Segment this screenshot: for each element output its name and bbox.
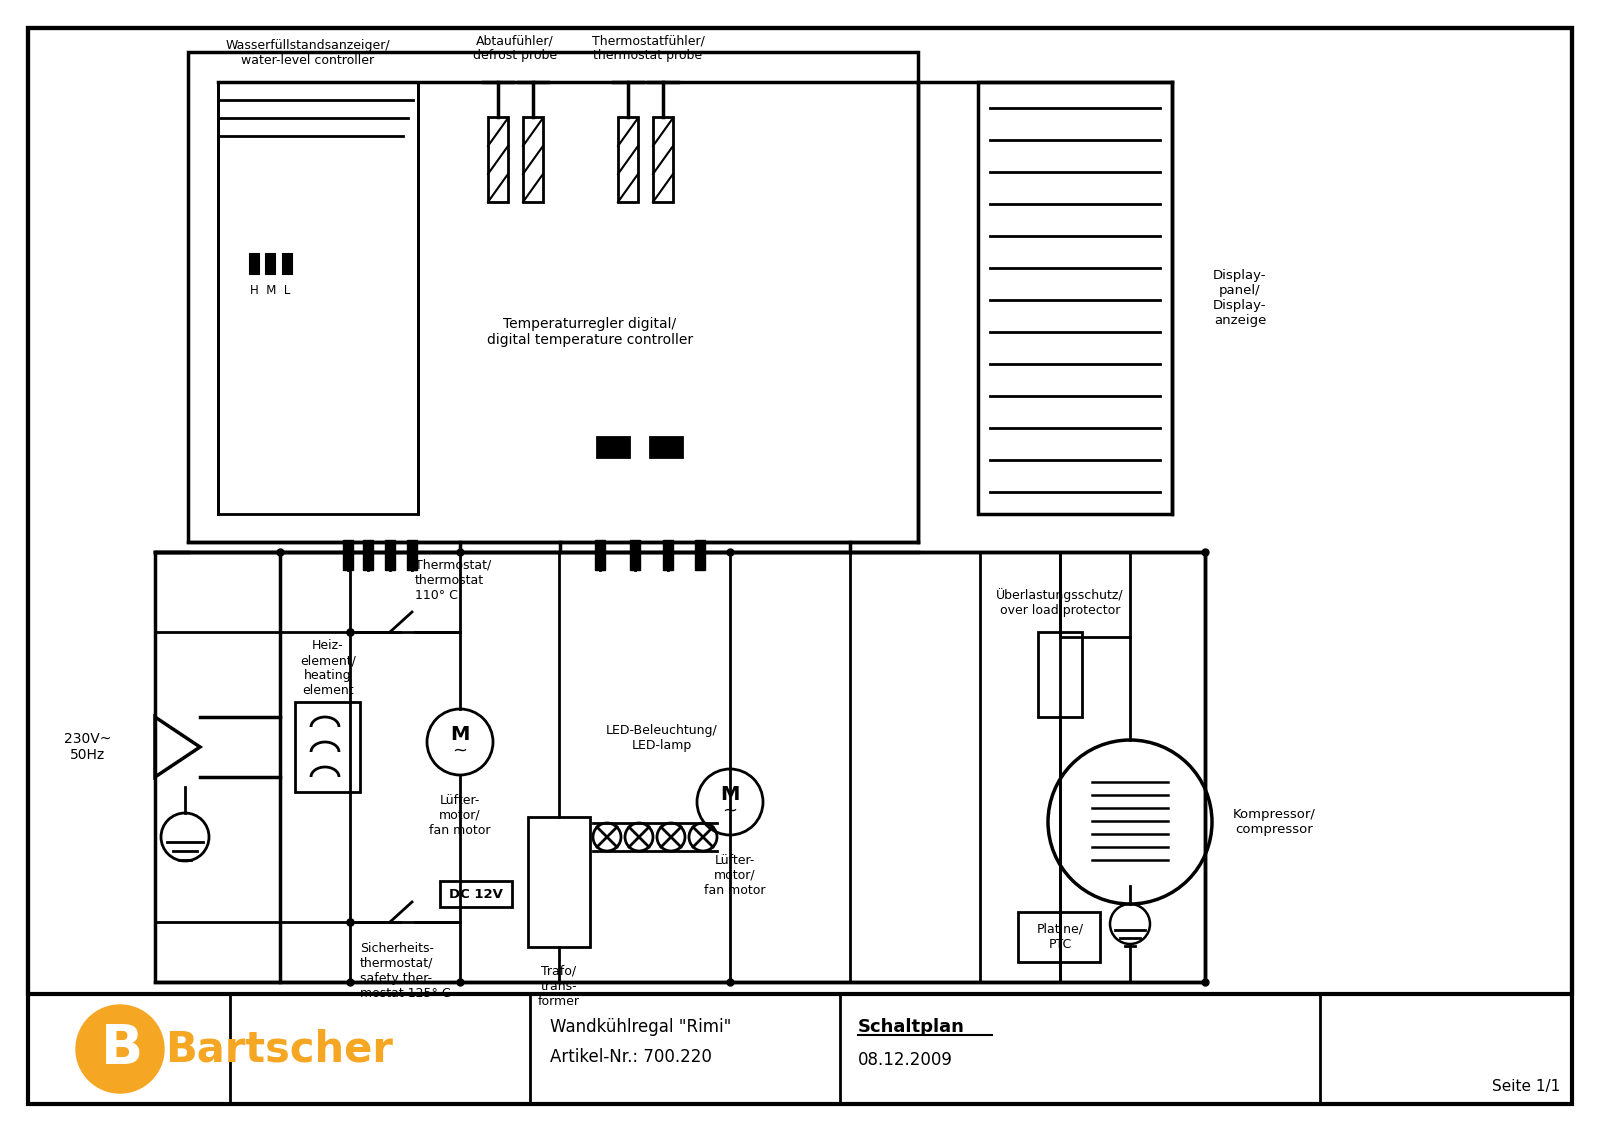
Bar: [250, 254, 259, 274]
Text: Lüfter-
motor/
fan motor: Lüfter- motor/ fan motor: [429, 794, 491, 837]
Text: Sicherheits-
thermostat/
safety ther-
mostat 125° C: Sicherheits- thermostat/ safety ther- mo…: [360, 942, 451, 1000]
Bar: [440, 881, 512, 907]
Text: Display-
panel/
Display-
anzeige: Display- panel/ Display- anzeige: [1213, 269, 1267, 327]
Text: Schaltplan: Schaltplan: [858, 1018, 965, 1036]
Bar: [386, 540, 395, 571]
Bar: [363, 540, 373, 571]
Bar: [523, 117, 542, 201]
Text: Seite 1/1: Seite 1/1: [1491, 1080, 1560, 1095]
Text: M: M: [720, 784, 739, 804]
Bar: [978, 82, 1171, 514]
Bar: [653, 117, 674, 201]
Bar: [595, 540, 605, 571]
Text: Abtaufühler/
defrost probe: Abtaufühler/ defrost probe: [474, 34, 557, 62]
Text: Kompressor/
compressor: Kompressor/ compressor: [1232, 808, 1315, 837]
Bar: [1038, 632, 1082, 717]
Bar: [488, 117, 509, 201]
Text: ~: ~: [723, 801, 738, 820]
Bar: [283, 254, 291, 274]
Text: M: M: [450, 724, 470, 744]
Text: Trafo/
trans-
former: Trafo/ trans- former: [538, 964, 579, 1007]
Bar: [1018, 912, 1101, 962]
Text: Lüfter-
motor/
fan motor: Lüfter- motor/ fan motor: [704, 854, 766, 897]
Bar: [266, 254, 275, 274]
Text: Thermostatfühler/
thermostat probe: Thermostatfühler/ thermostat probe: [592, 34, 704, 62]
Text: Temperaturregler digital/
digital temperature controller: Temperaturregler digital/ digital temper…: [486, 317, 693, 348]
Text: DC 12V: DC 12V: [450, 887, 502, 900]
Bar: [694, 540, 706, 571]
Text: ~: ~: [453, 741, 467, 760]
Text: B: B: [101, 1022, 142, 1077]
Text: Bartscher: Bartscher: [165, 1028, 394, 1070]
Bar: [294, 702, 360, 792]
Bar: [155, 552, 1205, 981]
Bar: [618, 117, 638, 201]
Bar: [662, 540, 674, 571]
Bar: [630, 540, 640, 571]
Bar: [218, 82, 418, 514]
Bar: [650, 437, 682, 457]
Bar: [29, 28, 1571, 994]
Bar: [597, 437, 629, 457]
Text: Überlastungsschutz/
over load protector: Überlastungsschutz/ over load protector: [997, 588, 1123, 617]
Text: Wasserfüllstandsanzeiger/
water-level controller: Wasserfüllstandsanzeiger/ water-level co…: [226, 38, 390, 67]
Text: Wandkühlregal "Rimi": Wandkühlregal "Rimi": [550, 1018, 731, 1036]
Text: Heiz-
element/
heating
element: Heiz- element/ heating element: [301, 638, 355, 697]
Bar: [528, 817, 590, 947]
Text: 230V~
50Hz: 230V~ 50Hz: [64, 732, 112, 762]
Text: H  M  L: H M L: [250, 284, 290, 297]
Bar: [189, 52, 918, 542]
Text: Platine/
PTC: Platine/ PTC: [1037, 923, 1083, 951]
Text: Artikel-Nr.: 700.220: Artikel-Nr.: 700.220: [550, 1048, 712, 1066]
Text: LED-Beleuchtung/
LED-lamp: LED-Beleuchtung/ LED-lamp: [606, 724, 718, 752]
Circle shape: [77, 1005, 165, 1094]
Bar: [342, 540, 354, 571]
Bar: [406, 540, 418, 571]
Bar: [29, 994, 1571, 1104]
Text: Thermostat/
thermostat
110° C: Thermostat/ thermostat 110° C: [414, 559, 491, 602]
Text: 08.12.2009: 08.12.2009: [858, 1050, 954, 1069]
